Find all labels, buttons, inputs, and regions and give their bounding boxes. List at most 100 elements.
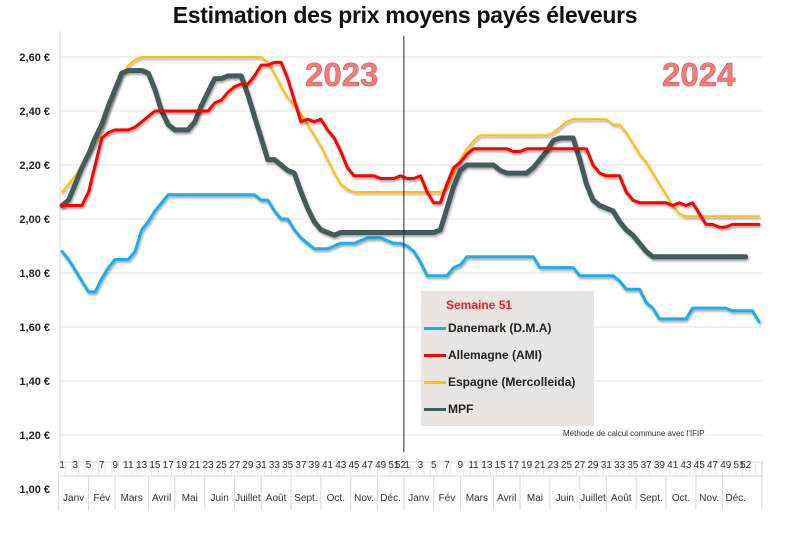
week-tick-label: 15 [495,460,507,471]
month-label: Août [266,493,287,504]
week-tick-label: 43 [680,460,692,471]
week-tick-label: 17 [163,460,175,471]
year-label-2023: 2023 [305,56,378,93]
y-tick-label: 2,40 € [19,106,50,118]
y-axis: 1,00 € 1,20 € 1,40 € 1,60 € 1,80 € 2,00 € 2,20… [19,52,50,496]
week-tick-label: 31 [601,460,613,471]
week-tick-label: 23 [202,460,214,471]
gridlines [59,30,762,462]
month-label: Juillet [235,493,261,504]
year-label-2024: 2024 [662,56,736,93]
week-tick-label: 7 [444,460,450,471]
week-tick-label: 43 [335,460,347,471]
y-tick-label: 1,80 € [19,268,50,280]
month-label: Déc. [380,493,401,504]
month-label: Avril [497,493,516,504]
week-tick-label: 3 [72,460,78,471]
week-tick-label: 35 [627,460,639,471]
week-tick-label: 15 [149,460,161,471]
month-label: Mars [466,493,488,504]
week-tick-label: 7 [99,460,105,471]
week-tick-label: 1 [59,460,65,471]
week-tick-label: 9 [112,460,118,471]
legend-swatch-allemagne [424,353,446,357]
month-label: Déc. [725,493,746,504]
series-line-danemark [60,193,761,324]
y-tick-label: 1,00 € [19,484,50,496]
week-tick-label: 1 [404,460,410,471]
week-tick-label: 9 [458,460,464,471]
y-tick-label: 1,20 € [19,430,50,442]
week-tick-label: 52 [740,460,752,471]
week-tick-label: 11 [468,460,479,471]
legend-label-mpf: MPF [448,402,474,416]
legend-swatch-mpf [424,407,446,411]
week-tick-label: 49 [375,460,387,471]
y-tick-label: 2,60 € [19,52,50,64]
month-label: Oct. [672,493,690,504]
legend-title: Semaine 51 [446,298,513,312]
legend-label-espagne: Espagne (Mercolleida) [448,375,576,389]
month-label: Août [611,493,632,504]
week-tick-label: 47 [707,460,719,471]
week-tick-label: 27 [574,460,586,471]
legend-label-danemark: Danemark (D.M.A) [448,321,552,335]
chart-title: Estimation des prix moyens payés éleveur… [172,2,638,28]
month-label: Juillet [580,493,606,504]
month-label: Janv [63,493,84,504]
week-tick-label: 39 [309,460,321,471]
month-label: Sept. [294,493,317,504]
week-tick-label: 45 [349,460,361,471]
week-tick-label: 31 [256,460,268,471]
month-label: Juin [210,493,228,504]
week-tick-label: 21 [189,460,201,471]
week-tick-label: 41 [322,460,334,471]
week-tick-label: 5 [431,460,437,471]
method-note: Méthode de calcul commune avec l'IFIP [563,429,705,438]
week-tick-label: 23 [548,460,560,471]
week-tick-label: 33 [269,460,281,471]
week-tick-label: 51 [734,460,746,471]
month-label: Mai [182,493,198,504]
legend-swatch-danemark [424,326,446,330]
week-tick-label: 45 [694,460,706,471]
week-tick-label: 25 [561,460,573,471]
month-label: Nov. [699,493,719,504]
legend-label-allemagne: Allemagne (AMI) [448,348,543,362]
y-tick-label: 1,40 € [19,376,50,388]
y-tick-label: 2,00 € [19,214,50,226]
week-tick-label: 11 [123,460,134,471]
month-label: Avril [152,493,171,504]
series-line-espagne [61,56,760,218]
month-label: Janv [408,493,429,504]
month-label: Oct. [327,493,345,504]
week-tick-label: 52 [395,460,407,471]
week-tick-label: 37 [295,460,307,471]
week-tick-label: 19 [176,460,188,471]
series-lines [59,56,761,324]
legend-item-danemark: Danemark (D.M.A) [424,320,551,336]
week-tick-label: 5 [86,460,92,471]
week-tick-label: 21 [534,460,546,471]
month-label: Mai [527,493,543,504]
x-axis: 1 3 5 7 9 11 13 15 17 19 21 23 25 27 29 31 33 35 37 39 41 43 4… [58,460,763,510]
week-tick-label: 25 [216,460,228,471]
legend-item-allemagne: Allemagne (AMI) [424,347,542,363]
week-tick-label: 27 [229,460,241,471]
y-tick-label: 1,60 € [19,322,50,334]
legend-item-espagne: Espagne (Mercolleida) [424,374,575,390]
week-tick-label: 33 [614,460,626,471]
month-label: Juin [556,493,574,504]
month-label: Nov. [354,493,374,504]
month-label: Mars [121,493,143,504]
legend-swatch-espagne [424,380,446,384]
week-tick-label: 35 [282,460,294,471]
week-tick-label: 19 [521,460,533,471]
week-tick-label: 13 [481,460,493,471]
week-tick-label: 13 [136,460,148,471]
y-tick-label: 2,20 € [19,160,50,172]
series-line-allemagne [60,60,761,229]
week-tick-label: 49 [720,460,732,471]
legend-item-mpf: MPF [424,401,473,417]
